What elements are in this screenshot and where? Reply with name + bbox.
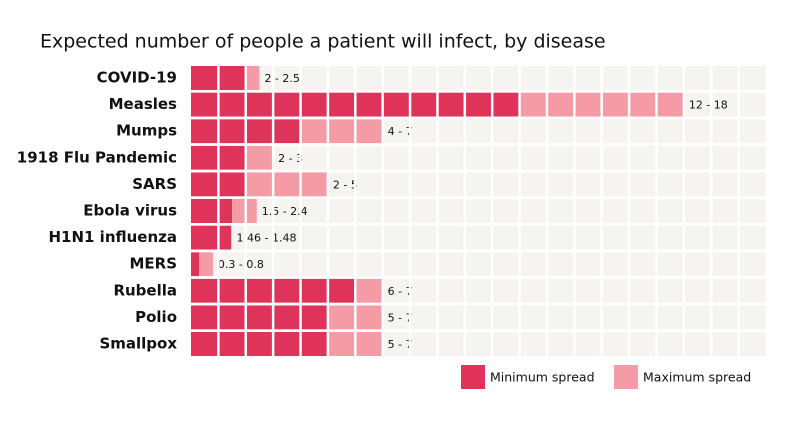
legend-swatch (614, 365, 638, 389)
category-label: COVID-19 (97, 69, 177, 87)
min-bar (191, 305, 328, 330)
legend-label: Maximum spread (643, 370, 751, 385)
max-bar (232, 199, 257, 223)
value-label: 5 - 7 (388, 338, 413, 351)
category-label: Measles (109, 95, 177, 113)
category-label: MERS (129, 255, 177, 273)
value-label: 5 - 7 (388, 311, 413, 324)
legend-swatch (461, 365, 485, 389)
row-background (191, 252, 766, 277)
row-background (191, 225, 766, 250)
value-label: 12 - 18 (689, 99, 728, 112)
value-label: 2 - 5 (333, 178, 358, 191)
max-bar (300, 119, 383, 144)
row-background (191, 66, 766, 90)
row-background (191, 199, 766, 223)
max-bar (230, 225, 232, 250)
value-label: 1.46 - 1.48 (237, 232, 297, 245)
value-label: 0.3 - 0.8 (218, 258, 264, 271)
min-bar (191, 225, 231, 250)
max-bar (245, 172, 328, 197)
category-label: Ebola virus (83, 202, 177, 220)
category-label: Mumps (116, 122, 177, 140)
category-label: Smallpox (99, 335, 177, 353)
category-label: 1918 Flu Pandemic (17, 148, 177, 166)
legend-label: Minimum spread (490, 370, 595, 385)
max-bar (245, 145, 274, 170)
max-bar (199, 252, 213, 277)
value-label: 2 - 2.5 (264, 72, 299, 85)
value-label: 2 - 3 (278, 152, 303, 165)
value-label: 4 - 7 (388, 125, 413, 138)
max-bar (355, 278, 383, 303)
min-bar (191, 332, 328, 356)
row-background (191, 145, 766, 170)
min-bar (191, 199, 233, 223)
chart-title: Expected number of people a patient will… (40, 31, 606, 53)
value-label: 6 - 7 (388, 285, 413, 298)
max-bar (245, 66, 260, 90)
category-label: H1N1 influenza (48, 228, 177, 246)
category-label: Polio (135, 308, 177, 326)
category-label: Rubella (113, 281, 177, 299)
min-bar (191, 252, 200, 277)
category-label: SARS (132, 175, 177, 193)
